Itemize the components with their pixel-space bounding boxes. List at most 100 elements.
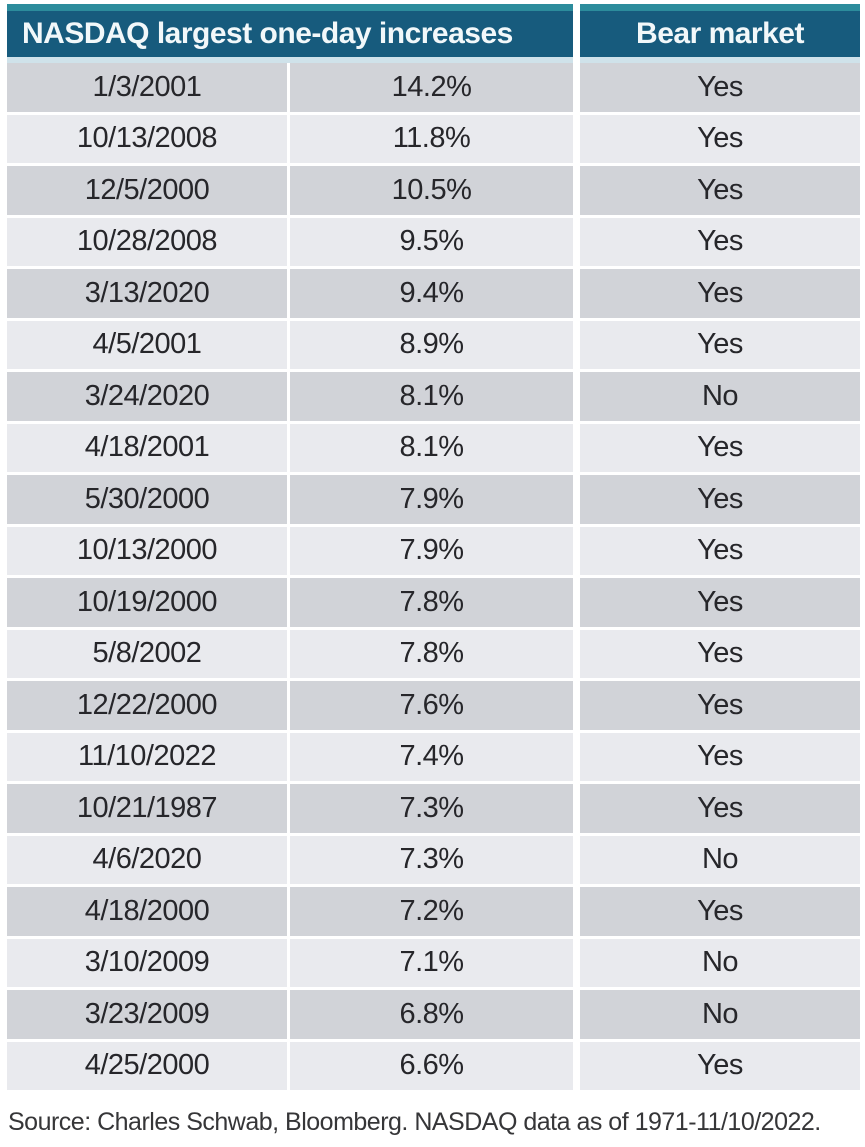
column-divider [287, 114, 290, 163]
table-header-row: NASDAQ largest one-day increases Bear ma… [7, 4, 860, 63]
table-row: 4/5/2001 8.9% Yes [7, 320, 860, 369]
table-row: 11/10/2022 7.4% Yes [7, 732, 860, 781]
date-cell: 5/30/2000 [7, 475, 287, 524]
bear-market-cell: Yes [580, 629, 860, 678]
date-cell: 4/18/2000 [7, 887, 287, 936]
column-divider [287, 63, 290, 112]
column-gap [573, 1041, 580, 1090]
column-gap [573, 372, 580, 421]
bear-market-cell: Yes [580, 578, 860, 627]
date-cell: 1/3/2001 [7, 63, 287, 112]
bear-market-cell: Yes [580, 63, 860, 112]
date-cell: 10/13/2000 [7, 526, 287, 575]
column-divider [287, 269, 290, 318]
date-cell: 10/21/1987 [7, 784, 287, 833]
column-gap [573, 526, 580, 575]
column-gap [573, 114, 580, 163]
increase-pct-cell: 7.8% [290, 578, 573, 627]
increase-pct-cell: 7.9% [290, 475, 573, 524]
column-divider [287, 320, 290, 369]
source-note: Source: Charles Schwab, Bloomberg. NASDA… [8, 1108, 821, 1136]
column-divider [287, 938, 290, 987]
table-row: 12/22/2000 7.6% Yes [7, 681, 860, 730]
table-row: 10/21/1987 7.3% Yes [7, 784, 860, 833]
date-cell: 10/19/2000 [7, 578, 287, 627]
column-gap [573, 681, 580, 730]
increase-pct-cell: 9.4% [290, 269, 573, 318]
column-divider [287, 732, 290, 781]
increase-pct-cell: 7.6% [290, 681, 573, 730]
column-divider [287, 217, 290, 266]
bear-market-cell: Yes [580, 526, 860, 575]
table-row: 10/28/2008 9.5% Yes [7, 217, 860, 266]
table-header-main: NASDAQ largest one-day increases [7, 4, 573, 63]
table-row: 10/13/2008 11.8% Yes [7, 114, 860, 163]
increase-pct-cell: 8.9% [290, 320, 573, 369]
increase-pct-cell: 7.3% [290, 835, 573, 884]
column-divider [287, 166, 290, 215]
column-divider [287, 784, 290, 833]
bear-market-cell: Yes [580, 114, 860, 163]
column-divider [287, 1041, 290, 1090]
table-body: 1/3/2001 14.2% Yes 10/13/2008 11.8% Yes … [7, 63, 860, 1090]
column-gap [573, 938, 580, 987]
column-divider [287, 681, 290, 730]
date-cell: 4/6/2020 [7, 835, 287, 884]
bear-market-cell: Yes [580, 681, 860, 730]
table-row: 3/10/2009 7.1% No [7, 938, 860, 987]
increase-pct-cell: 7.4% [290, 732, 573, 781]
date-cell: 3/10/2009 [7, 938, 287, 987]
column-gap [573, 269, 580, 318]
increase-pct-cell: 7.9% [290, 526, 573, 575]
bear-market-cell: Yes [580, 1041, 860, 1090]
column-divider [287, 887, 290, 936]
table-row: 5/30/2000 7.9% Yes [7, 475, 860, 524]
increase-pct-cell: 8.1% [290, 372, 573, 421]
column-divider [287, 372, 290, 421]
table-row: 4/18/2000 7.2% Yes [7, 887, 860, 936]
column-gap [573, 990, 580, 1039]
table-row: 1/3/2001 14.2% Yes [7, 63, 860, 112]
bear-market-cell: Yes [580, 423, 860, 472]
date-cell: 3/23/2009 [7, 990, 287, 1039]
increase-pct-cell: 7.8% [290, 629, 573, 678]
column-gap [573, 475, 580, 524]
increase-pct-cell: 11.8% [290, 114, 573, 163]
date-cell: 4/5/2001 [7, 320, 287, 369]
column-divider [287, 835, 290, 884]
table-row: 10/13/2000 7.9% Yes [7, 526, 860, 575]
date-cell: 5/8/2002 [7, 629, 287, 678]
increase-pct-cell: 9.5% [290, 217, 573, 266]
increase-pct-cell: 7.2% [290, 887, 573, 936]
column-gap [573, 887, 580, 936]
date-cell: 12/22/2000 [7, 681, 287, 730]
table-row: 3/13/2020 9.4% Yes [7, 269, 860, 318]
date-cell: 12/5/2000 [7, 166, 287, 215]
column-gap [573, 166, 580, 215]
table-row: 5/8/2002 7.8% Yes [7, 629, 860, 678]
table-row: 12/5/2000 10.5% Yes [7, 166, 860, 215]
column-gap [573, 629, 580, 678]
bear-market-cell: No [580, 990, 860, 1039]
table-row: 3/24/2020 8.1% No [7, 372, 860, 421]
increase-pct-cell: 14.2% [290, 63, 573, 112]
bear-market-cell: Yes [580, 166, 860, 215]
column-gap [573, 63, 580, 112]
column-divider [287, 990, 290, 1039]
column-divider [287, 629, 290, 678]
table-row: 4/6/2020 7.3% No [7, 835, 860, 884]
column-gap [573, 423, 580, 472]
bear-market-cell: No [580, 372, 860, 421]
table-row: 10/19/2000 7.8% Yes [7, 578, 860, 627]
table-row: 4/25/2000 6.6% Yes [7, 1041, 860, 1090]
table-row: 4/18/2001 8.1% Yes [7, 423, 860, 472]
bear-market-cell: Yes [580, 887, 860, 936]
increase-pct-cell: 7.1% [290, 938, 573, 987]
bear-market-cell: Yes [580, 475, 860, 524]
bear-market-cell: Yes [580, 320, 860, 369]
date-cell: 11/10/2022 [7, 732, 287, 781]
column-gap [573, 578, 580, 627]
table-header-bear-market: Bear market [580, 4, 860, 63]
bear-market-cell: Yes [580, 269, 860, 318]
increase-pct-cell: 6.8% [290, 990, 573, 1039]
